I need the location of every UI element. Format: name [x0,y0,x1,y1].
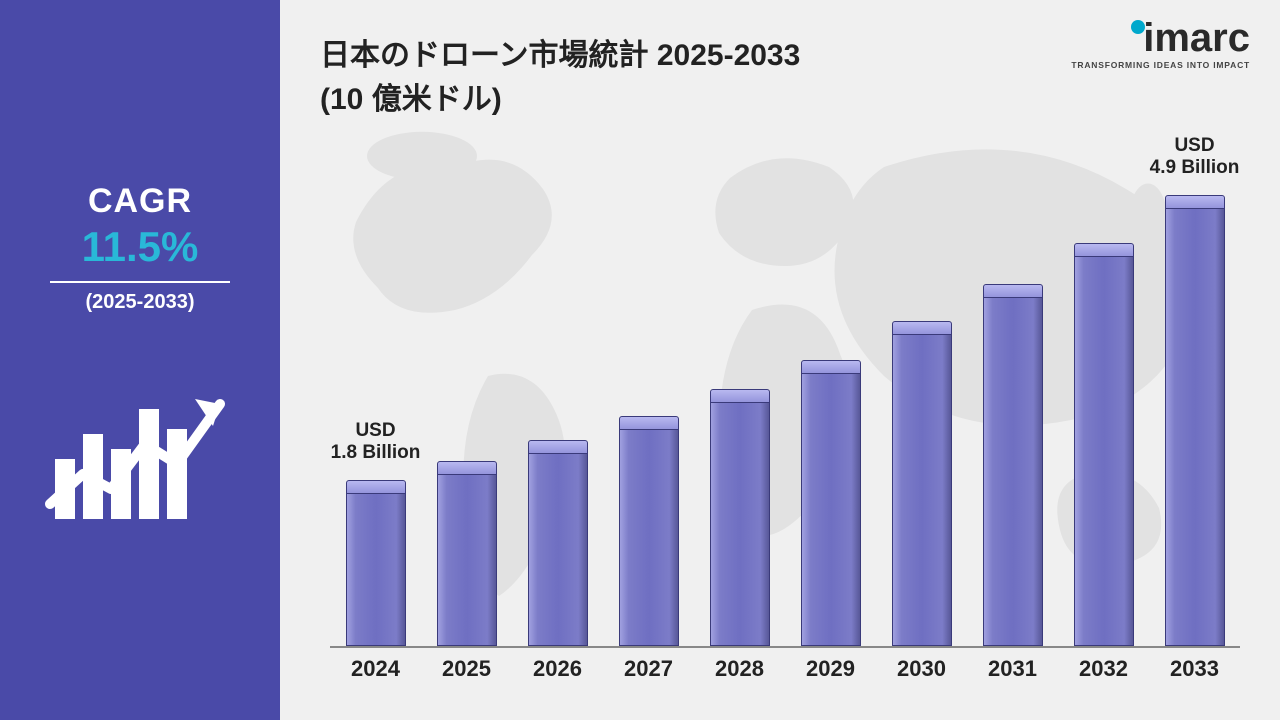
bar-front [892,333,952,646]
bar-column [1058,243,1149,646]
bar [619,416,679,646]
bar [346,480,406,646]
bar-top [437,461,497,475]
bar [1165,195,1225,646]
x-axis-label: 2030 [876,648,967,690]
x-axis-label: 2025 [421,648,512,690]
bar-callout: USD4.9 Billion [1150,135,1240,179]
x-axis-label: 2026 [512,648,603,690]
bar-callout: USD1.8 Billion [331,420,421,464]
bar-front [437,473,497,646]
bar-top [892,321,952,335]
bar-column [512,440,603,646]
bar-top [1165,195,1225,209]
bar-column: USD1.8 Billion [330,480,421,646]
bar-front [1165,207,1225,646]
bar-column [421,461,512,646]
x-axis-label: 2032 [1058,648,1149,690]
x-axis-label: 2024 [330,648,421,690]
bar [983,284,1043,646]
cagr-divider [50,281,230,283]
bar-front [346,492,406,646]
sidebar-panel: CAGR 11.5% (2025-2033) [0,0,280,720]
bar-top [710,389,770,403]
bar-front [710,401,770,646]
bar-top [346,480,406,494]
cagr-value: 11.5% [82,223,199,271]
x-axis-label: 2028 [694,648,785,690]
bar-column [603,416,694,646]
bar-top [983,284,1043,298]
bar-column: USD4.9 Billion [1149,195,1240,646]
bar [892,321,952,646]
x-axis-label: 2027 [603,648,694,690]
bar-top [801,360,861,374]
bar-top [619,416,679,430]
bar [710,389,770,646]
bar [1074,243,1134,646]
bar-column [967,284,1058,646]
bar-top [1074,243,1134,257]
bar-front [801,372,861,646]
cagr-label: CAGR [88,182,192,221]
x-axis-label: 2031 [967,648,1058,690]
bar [801,360,861,646]
logo-text: imarc [1071,18,1250,58]
logo-tagline: TRANSFORMING IDEAS INTO IMPACT [1071,60,1250,70]
bar-column [785,360,876,646]
bar-chart: USD1.8 BillionUSD4.9 Billion 20242025202… [320,130,1250,690]
main-panel: 日本のドローン市場統計 2025-2033 (10 億米ドル) imarc TR… [280,0,1280,720]
bar [528,440,588,646]
bar-front [1074,255,1134,646]
x-axis-label: 2029 [785,648,876,690]
cagr-period: (2025-2033) [86,291,195,314]
bar-column [876,321,967,646]
bar-front [528,452,588,646]
bar-front [983,296,1043,646]
bar-top [528,440,588,454]
bar [437,461,497,646]
x-axis-label: 2033 [1149,648,1240,690]
bar-front [619,428,679,646]
bar-column [694,389,785,646]
title-line-2: (10 億米ドル) [320,74,1250,118]
brand-logo: imarc TRANSFORMING IDEAS INTO IMPACT [1071,18,1250,70]
growth-chart-icon [45,364,235,539]
